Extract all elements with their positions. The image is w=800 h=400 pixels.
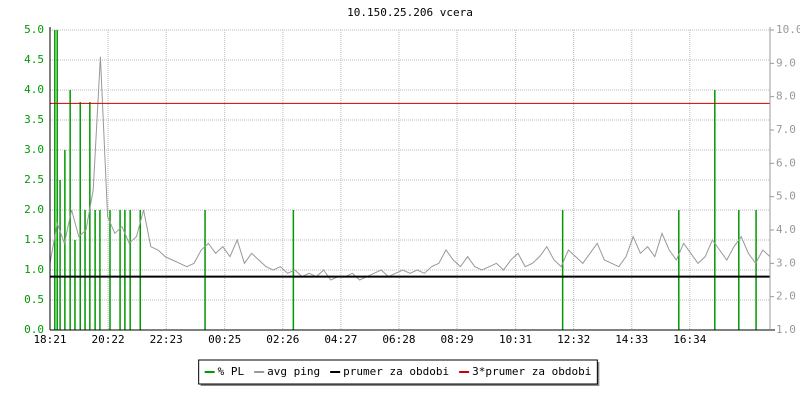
legend-box: [198, 359, 598, 385]
y-tick-label: 2.0: [24, 203, 44, 216]
y2-tick-label: 6.0: [776, 156, 796, 169]
legend-label: avg ping: [267, 365, 320, 378]
x-tick-label: 12:32: [557, 333, 590, 346]
x-tick-label: 22:23: [150, 333, 183, 346]
x-tick-label: 10:31: [499, 333, 532, 346]
y-tick-label: 0.0: [24, 323, 44, 336]
y2-tick-label: 2.0: [776, 290, 796, 303]
x-tick-label: 16:34: [673, 333, 706, 346]
y2-tick-label: 5.0: [776, 190, 796, 203]
chart-title: 10.150.25.206 vcera: [347, 6, 473, 19]
y-tick-label: 4.0: [24, 83, 44, 96]
x-tick-label: 20:22: [92, 333, 125, 346]
ping-line: [49, 56, 771, 281]
y-tick-label: 0.5: [24, 293, 44, 306]
x-tick-label: 18:21: [33, 333, 66, 346]
legend-label: 3*prumer za obdobi: [472, 365, 591, 378]
x-tick-label: 06:28: [382, 333, 415, 346]
y-tick-label: 3.5: [24, 113, 44, 126]
x-tick-label: 00:25: [208, 333, 241, 346]
y-tick-label: 2.5: [24, 173, 44, 186]
x-tick-label: 08:29: [440, 333, 473, 346]
y2-tick-label: 9.0: [776, 56, 796, 69]
x-tick-label: 02:26: [266, 333, 299, 346]
y2-tick-label: 1.0: [776, 323, 796, 336]
legend: % PL avg ping prumer za obdobi 3*prumer za …: [198, 359, 600, 386]
x-tick-label: 04:27: [324, 333, 357, 346]
y-tick-label: 1.0: [24, 263, 44, 276]
y2-tick-label: 10.0: [776, 23, 800, 36]
y2-tick-label: 4.0: [776, 223, 796, 236]
y2-tick-label: 7.0: [776, 123, 796, 136]
y2-tick-label: 3.0: [776, 256, 796, 269]
y-tick-label: 3.0: [24, 143, 44, 156]
y-tick-label: 1.5: [24, 233, 44, 246]
y-tick-label: 5.0: [24, 23, 44, 36]
y-tick-label: 4.5: [24, 53, 44, 66]
legend-label: prumer za obdobi: [343, 365, 449, 378]
x-tick-label: 14:33: [615, 333, 648, 346]
legend-label: % PL: [218, 365, 245, 378]
y2-tick-label: 8.0: [776, 90, 796, 103]
